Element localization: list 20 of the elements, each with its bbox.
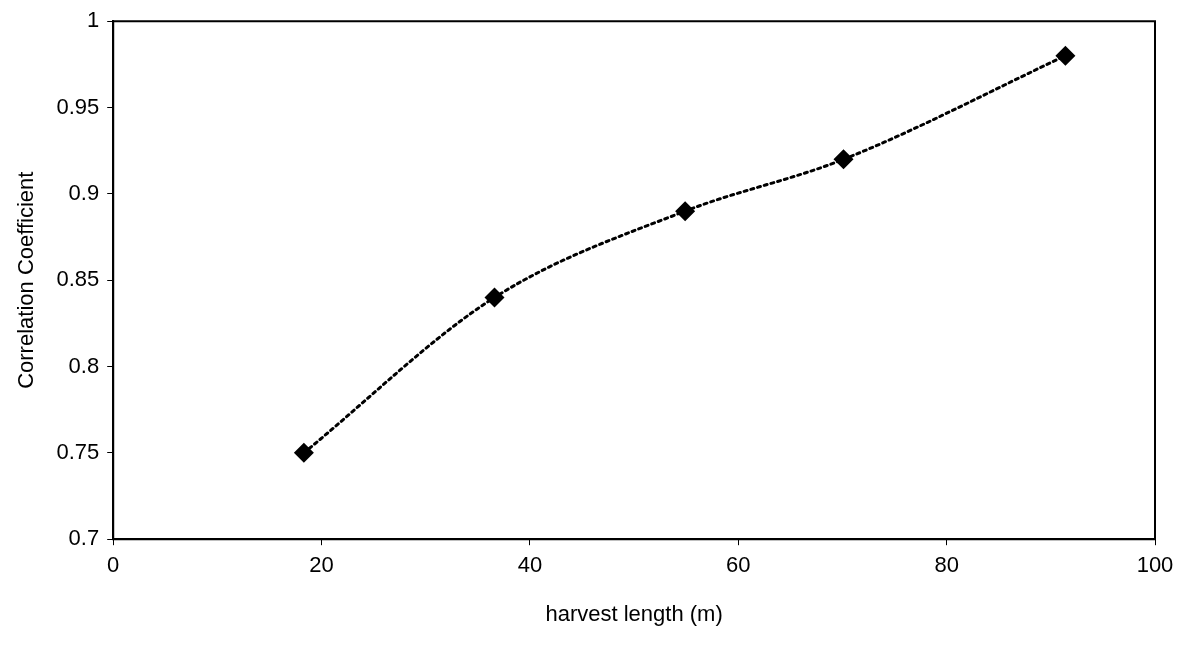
y-tick-label: 0.9 [68,179,100,205]
x-tick-label: 20 [309,552,334,578]
point [293,442,314,463]
y-tick-label: 0.85 [56,266,100,292]
point [1055,45,1076,66]
point [484,287,505,308]
y-tick-label: 1 [86,7,100,33]
y-axis-title: Correlation Coefficient [13,171,39,389]
x-tick-label: 60 [726,552,751,578]
x-tick-label: 0 [107,552,120,578]
y-tick-label: 0.7 [68,525,100,551]
x-axis-title: harvest length (m) [545,600,723,626]
point [675,201,696,222]
x-tick-label: 80 [934,552,959,578]
x-tick-label: 100 [1136,552,1174,578]
x-tick-label: 40 [517,552,543,578]
y-tick-label: 0.8 [68,352,100,378]
y-tick-label: 0.95 [56,93,100,119]
y-tick-label: 0.75 [56,438,100,464]
point [833,149,854,170]
